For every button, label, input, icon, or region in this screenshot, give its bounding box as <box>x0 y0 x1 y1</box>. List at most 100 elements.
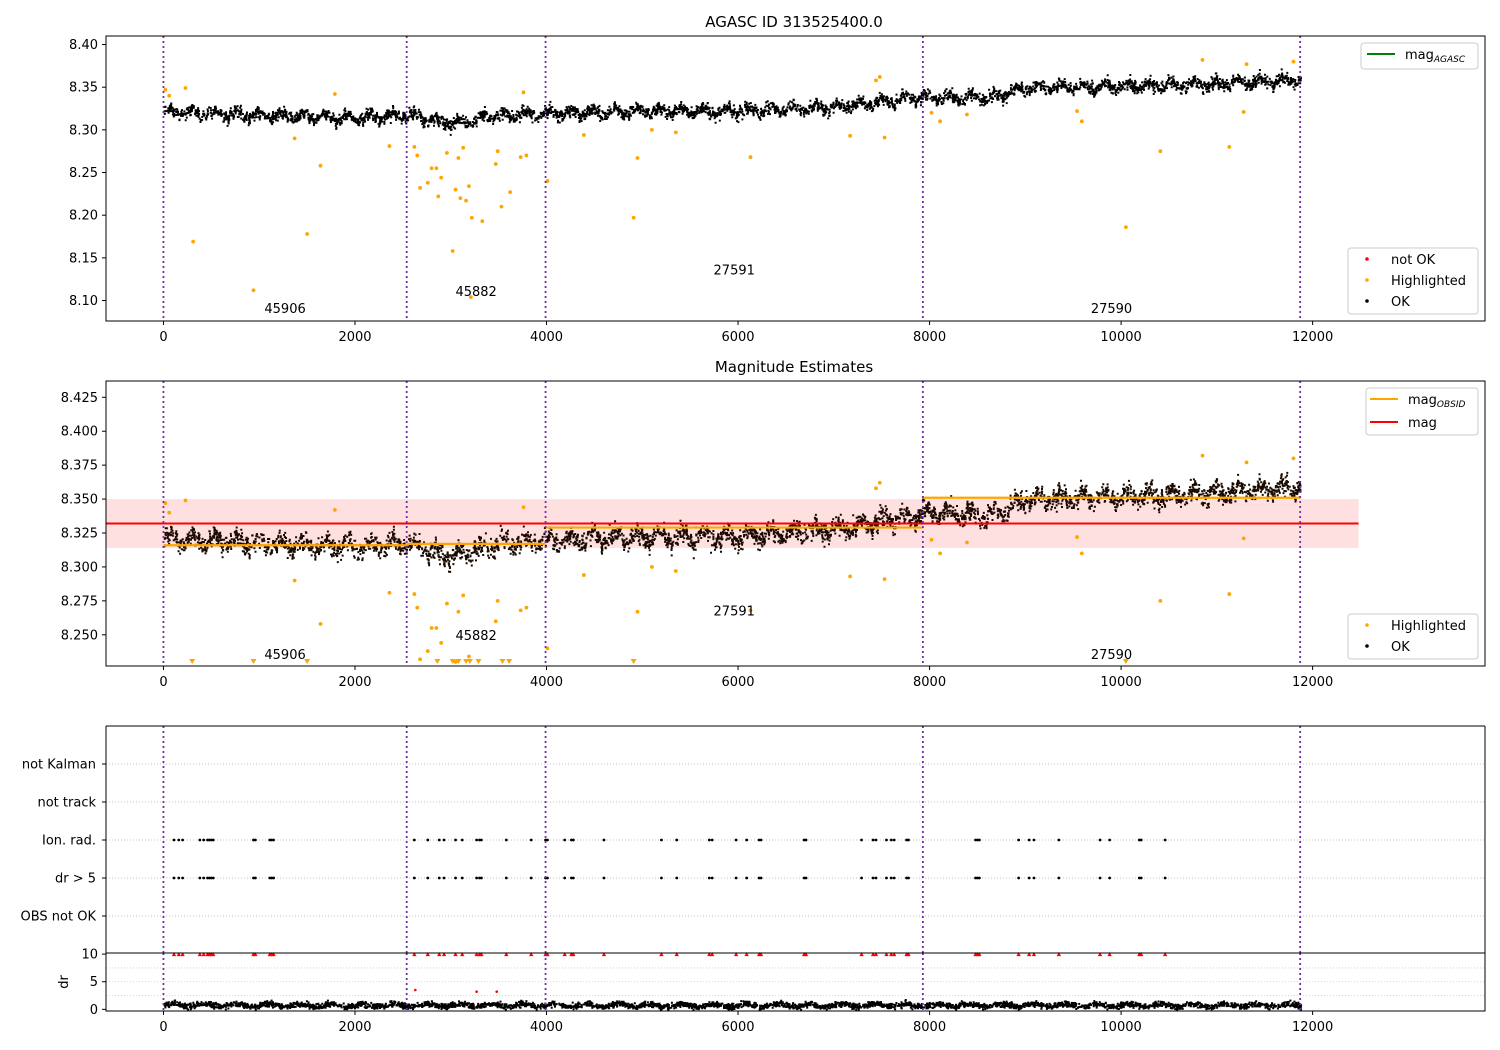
highlighted-point <box>1200 57 1205 62</box>
highlighted-point <box>292 578 297 583</box>
axes-frame <box>105 380 1486 667</box>
flag-event-point <box>1017 838 1021 842</box>
flag-event-point <box>602 838 606 842</box>
highlighted-point <box>929 110 934 115</box>
y-tick-label: 8.40 <box>69 38 98 53</box>
flag-event-point <box>885 838 888 842</box>
flag-event-point <box>172 876 176 880</box>
dr-capped-marker <box>803 952 809 957</box>
highlighted-point <box>469 215 474 220</box>
axes: 0 2000 4000 6000 8000 10000 12000 8.10 8.15 8.20 8… <box>69 35 1486 345</box>
flag-event-point <box>442 838 446 842</box>
flag-event-point <box>426 876 430 880</box>
x-tick-label: 10000 <box>1100 330 1141 345</box>
highlighted-point <box>965 112 969 117</box>
highlighted-point <box>1291 59 1296 64</box>
y-tick-label: 5 <box>90 975 98 990</box>
flag-event-point <box>571 876 575 880</box>
y-tick-label: 8.375 <box>61 459 98 474</box>
flag-event-point <box>211 876 215 880</box>
flag-event-point <box>546 876 549 880</box>
highlighted-point <box>581 133 586 137</box>
y-tick-label: 8.35 <box>69 81 98 96</box>
obsid-label: 27591 <box>714 605 755 620</box>
obsid-label: 45906 <box>264 302 305 317</box>
flag-event-point <box>977 838 981 842</box>
flag-event-point <box>177 838 181 842</box>
legend-frame <box>1347 613 1479 660</box>
flag-event-point <box>710 838 714 842</box>
x-tick-label: 12000 <box>1292 675 1333 690</box>
flag-event-point <box>479 876 483 880</box>
dr-capped-marker <box>197 952 203 957</box>
legend-point-status: Highlighted OK <box>1347 613 1479 660</box>
dr-capped-marker <box>884 952 889 957</box>
flag-event-point <box>460 876 464 880</box>
highlighted-point <box>318 163 323 168</box>
flag-event-point <box>1027 838 1031 842</box>
highlighted-point <box>436 194 441 199</box>
dr-capped-marker <box>1162 952 1168 957</box>
dr-capped-marker <box>479 952 484 957</box>
flag-event-point <box>745 876 749 880</box>
highlighted-point <box>635 609 640 614</box>
flag-event-point <box>563 876 567 880</box>
flag-event-point <box>974 838 977 842</box>
flag-event-point <box>1027 876 1031 880</box>
dr-capped-marker <box>674 952 679 957</box>
below-range-marker <box>1122 659 1129 664</box>
flag-event-point <box>907 838 910 842</box>
highlighted-point <box>495 598 500 603</box>
flag-category-label: dr > 5 <box>55 872 96 887</box>
flag-event-point <box>570 838 573 842</box>
dr-moderate-point <box>414 988 417 992</box>
x-tick-label: 8000 <box>913 330 946 345</box>
flag-event-point <box>885 876 888 880</box>
obsid-label: 27590 <box>1091 648 1132 663</box>
highlighted-point <box>581 573 586 577</box>
highlighted-point <box>495 149 500 154</box>
dr-capped-marker <box>873 952 879 957</box>
flag-event-point <box>454 838 457 842</box>
y-tick-label: 8.250 <box>61 628 98 643</box>
dr-capped-marker <box>1139 952 1144 957</box>
dr-capped-marker <box>562 952 567 957</box>
flag-event-point <box>889 876 893 880</box>
flag-category-label: not Kalman <box>22 758 96 773</box>
flag-event-point <box>442 876 446 880</box>
highlighted-point <box>635 156 640 160</box>
highlighted-point <box>453 187 458 192</box>
highlighted-point <box>882 577 887 582</box>
legend-marker-swatch <box>1365 299 1369 303</box>
below-range-marker <box>506 659 513 664</box>
highlighted-point <box>439 175 444 180</box>
highlighted-point <box>425 649 430 653</box>
highlighted-point <box>748 155 753 160</box>
obsid-label: 45882 <box>455 629 496 644</box>
highlighted-point <box>429 166 434 171</box>
dr-capped-marker <box>977 952 982 957</box>
flag-event-point <box>759 876 763 880</box>
flag-event-point <box>602 876 606 880</box>
flag-event-point <box>1098 876 1102 880</box>
flag-event-point <box>892 876 896 880</box>
highlighted-point <box>163 501 168 506</box>
dr-capped-marker <box>171 952 177 957</box>
dr-capped-marker <box>707 952 712 957</box>
highlighted-point <box>518 155 523 160</box>
highlighted-point <box>877 75 882 79</box>
axes: 0 2000 4000 6000 8000 10000 12000 0 5 10 <box>81 948 1486 1035</box>
legend-label: Highlighted <box>1391 274 1466 289</box>
flag-event-point <box>874 876 878 880</box>
flag-event-point <box>860 838 863 842</box>
flag-event-point <box>1139 838 1143 842</box>
dr-capped-marker <box>891 952 897 957</box>
dr-capped-marker <box>659 952 664 957</box>
dr-capped-marker <box>1026 952 1032 957</box>
flag-event-point <box>757 876 761 880</box>
flag-event-point <box>504 838 508 842</box>
obsid-label: 45882 <box>455 285 496 300</box>
legend-mag-agasc: magAGASC <box>1360 42 1479 70</box>
dr-capped-marker <box>709 952 715 957</box>
